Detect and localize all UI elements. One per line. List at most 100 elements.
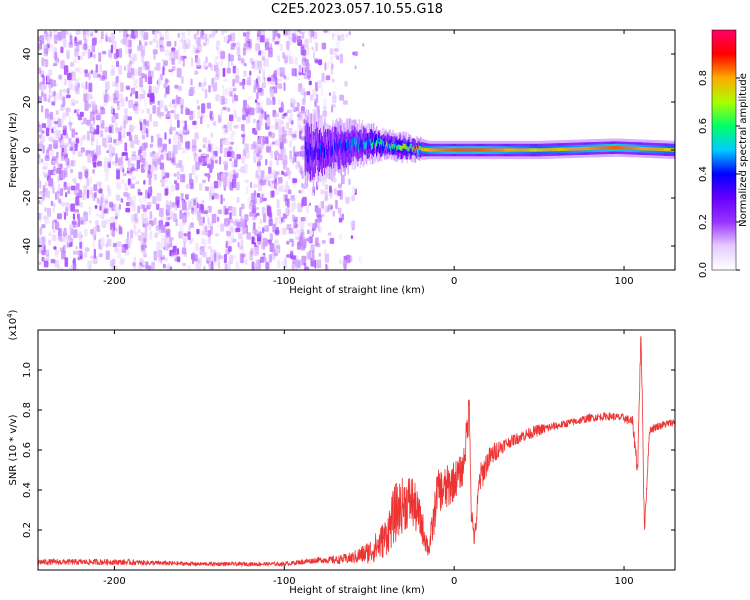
- heatmap-cell: [77, 250, 83, 256]
- heatmap-cell: [516, 148, 519, 152]
- heatmap-cell: [177, 85, 182, 91]
- heatmap-cell: [231, 206, 237, 217]
- heatmap-cell: [141, 56, 145, 63]
- heatmap-cell: [162, 263, 166, 269]
- heatmap-cell: [519, 148, 522, 152]
- heatmap-cell: [155, 203, 160, 210]
- heatmap-cell: [172, 245, 177, 256]
- heatmap-cell: [137, 45, 141, 52]
- heatmap-cell: [85, 170, 89, 179]
- heatmap-cell: [331, 104, 336, 108]
- heatmap-cell: [72, 147, 76, 155]
- heatmap-cell: [262, 241, 265, 250]
- heatmap-cell: [422, 147, 425, 152]
- heatmap-cell: [396, 145, 398, 151]
- heatmap-cell: [88, 82, 93, 93]
- heatmap-cell: [202, 179, 206, 184]
- heatmap-cell: [219, 156, 222, 165]
- heatmap-cell: [289, 238, 294, 242]
- heatmap-cell: [339, 53, 344, 64]
- heatmap-cell: [528, 148, 531, 152]
- heatmap-cell: [572, 147, 575, 151]
- heatmap-cell: [626, 146, 629, 150]
- heatmap-cell: [144, 61, 150, 71]
- heatmap-cell: [221, 30, 225, 36]
- heatmap-cell: [285, 199, 289, 206]
- heatmap-cell: [126, 33, 129, 38]
- heatmap-cell: [388, 144, 390, 150]
- heatmap-cell: [100, 31, 104, 40]
- heatmap-cell: [345, 132, 347, 153]
- heatmap-cell: [108, 187, 111, 194]
- heatmap-cell: [566, 147, 568, 151]
- heatmap-cell: [648, 147, 650, 151]
- heatmap-cell: [108, 144, 113, 152]
- heatmap-cell: [116, 241, 122, 247]
- heatmap-cell: [308, 137, 311, 151]
- heatmap-cell: [75, 183, 80, 191]
- heatmap-cell: [53, 30, 58, 34]
- heatmap-cell: [610, 146, 612, 150]
- heatmap-cell: [271, 190, 275, 197]
- heatmap-cell: [269, 180, 275, 189]
- heatmap-cell: [537, 148, 539, 152]
- heatmap-cell: [603, 146, 605, 150]
- heatmap-cell: [611, 146, 613, 150]
- heatmap-cell: [286, 240, 290, 245]
- heatmap-cell: [327, 62, 330, 70]
- heatmap-cell: [92, 169, 95, 174]
- heatmap-cell: [532, 148, 534, 152]
- heatmap-cell: [314, 144, 317, 157]
- heatmap-cell: [564, 147, 566, 151]
- heatmap-cell: [61, 250, 66, 260]
- heatmap-cell: [68, 122, 73, 126]
- heatmap-cell: [520, 148, 523, 152]
- heatmap-cell: [130, 68, 135, 78]
- heatmap-cell: [129, 33, 132, 39]
- heatmap-cell: [259, 116, 263, 126]
- heatmap-cell: [211, 213, 217, 224]
- heatmap-cell: [203, 266, 206, 270]
- heatmap-cell: [197, 110, 201, 119]
- heatmap-cell: [99, 64, 102, 73]
- heatmap-cell: [176, 199, 180, 208]
- heatmap-cell: [321, 239, 326, 244]
- heatmap-cell: [321, 42, 327, 50]
- heatmap-cell: [172, 126, 176, 131]
- heatmap-cell: [175, 94, 179, 104]
- heatmap-cell: [309, 143, 312, 157]
- heatmap-cell: [108, 126, 112, 133]
- heatmap-cell: [279, 185, 284, 192]
- heatmap-cell: [258, 67, 263, 71]
- heatmap-cell: [324, 184, 329, 190]
- heatmap-cell: [127, 116, 132, 121]
- heatmap-cell: [300, 136, 306, 141]
- heatmap-cell: [91, 158, 95, 165]
- heatmap-cell: [215, 156, 219, 160]
- heatmap-cell: [111, 116, 116, 123]
- heatmap-cell: [90, 139, 94, 147]
- heatmap-cell: [77, 151, 83, 157]
- heatmap-cell: [386, 141, 388, 147]
- heatmap-cell: [134, 134, 139, 144]
- heatmap-cell: [44, 173, 49, 177]
- heatmap-cell: [233, 110, 237, 119]
- heatmap-cell: [262, 227, 265, 234]
- heatmap-cell: [255, 43, 261, 51]
- heatmap-cell: [285, 185, 291, 191]
- heatmap-cell: [261, 56, 266, 61]
- heatmap-cell: [598, 146, 600, 150]
- heatmap-cell: [329, 55, 334, 65]
- heatmap-cell: [106, 238, 112, 247]
- heatmap-cell: [312, 31, 318, 40]
- heatmap-cell: [349, 144, 351, 154]
- heatmap-cell: [313, 51, 315, 59]
- heatmap-cell: [183, 242, 186, 247]
- heatmap-cell: [541, 148, 543, 152]
- heatmap-cell: [329, 145, 331, 156]
- heatmap-cell: [454, 148, 456, 152]
- heatmap-cell: [114, 90, 119, 100]
- heatmap-cell: [291, 120, 294, 125]
- heatmap-cell: [49, 111, 54, 120]
- heatmap-cell: [269, 142, 273, 148]
